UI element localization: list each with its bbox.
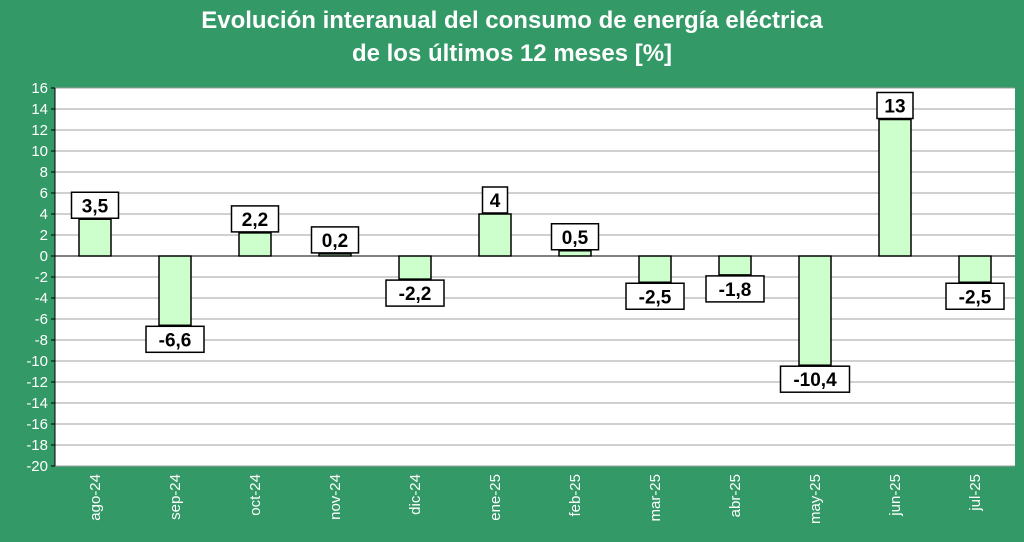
data-label-box bbox=[945, 282, 1005, 310]
y-tick-label: 16 bbox=[31, 80, 48, 97]
x-tick-label: oct-24 bbox=[247, 474, 264, 516]
data-label-jun-25: 13 bbox=[876, 91, 914, 120]
x-tick-label: sep-24 bbox=[167, 474, 184, 520]
chart-title: Evolución interanual del consumo de ener… bbox=[0, 4, 1024, 70]
bar-jun-25 bbox=[878, 118, 912, 257]
data-label-oct-24: 2,2 bbox=[230, 205, 280, 233]
data-label-text: 2,2 bbox=[242, 210, 268, 231]
data-label-abr-25: -1,8 bbox=[705, 275, 765, 303]
data-label-text: -6,6 bbox=[159, 330, 192, 351]
data-label-box bbox=[876, 91, 914, 120]
bar-feb-25 bbox=[558, 250, 592, 257]
y-tick-label: 2 bbox=[40, 227, 48, 244]
y-tick-label: -20 bbox=[26, 458, 48, 475]
data-label-text: 4 bbox=[490, 191, 501, 212]
y-tick-label: -18 bbox=[26, 437, 48, 454]
bar-may-25 bbox=[798, 255, 832, 366]
bar-oct-24 bbox=[238, 232, 272, 257]
data-label-sep-24: -6,6 bbox=[145, 325, 205, 354]
x-tick-label: ene-25 bbox=[487, 474, 504, 521]
data-label-text: -2,5 bbox=[639, 287, 672, 308]
data-label-ene-25: 4 bbox=[481, 186, 509, 214]
x-tick-label: abr-25 bbox=[727, 474, 744, 517]
y-tick-label: 10 bbox=[31, 143, 48, 160]
x-tick-label: may-25 bbox=[807, 474, 824, 524]
data-label-text: -2,5 bbox=[959, 287, 992, 308]
data-label-box bbox=[310, 226, 360, 254]
y-tick-label: -2 bbox=[35, 269, 48, 286]
x-tick-label: jul-25 bbox=[967, 474, 984, 512]
chart-title-line-1: Evolución interanual del consumo de ener… bbox=[201, 7, 823, 34]
data-label-text: 0,5 bbox=[562, 228, 589, 249]
data-label-text: 3,5 bbox=[82, 196, 109, 217]
data-label-box bbox=[145, 325, 205, 354]
data-label-box bbox=[230, 205, 280, 233]
x-tick-label: ago-24 bbox=[87, 474, 104, 521]
data-label-jul-25: -2,5 bbox=[945, 282, 1005, 310]
data-label-box bbox=[481, 186, 509, 214]
data-label-feb-25: 0,5 bbox=[550, 223, 600, 251]
gridlines bbox=[55, 87, 1015, 467]
bar-jul-25 bbox=[958, 255, 992, 283]
data-label-text: 13 bbox=[884, 97, 905, 118]
data-label-ago-24: 3,5 bbox=[70, 191, 120, 219]
bar-sep-24 bbox=[158, 255, 192, 327]
data-label-dic-24: -2,2 bbox=[385, 279, 445, 307]
y-tick-label: 4 bbox=[40, 206, 48, 223]
y-tick-label: 8 bbox=[40, 164, 48, 181]
y-tick-label: 6 bbox=[40, 185, 48, 202]
data-label-text: 0,2 bbox=[322, 231, 348, 252]
chart-title-line-2: de los últimos 12 meses [%] bbox=[351, 40, 673, 67]
data-label-box bbox=[550, 223, 600, 251]
y-tick-label: 12 bbox=[31, 122, 48, 139]
y-tick-label: -12 bbox=[26, 374, 48, 391]
data-labels: 3,5 -6,6 2,2 0,2 -2,2 4 0,5 -2,5 -1,8 -10,4 13 -2,5 bbox=[70, 91, 1005, 393]
data-label-box bbox=[705, 275, 765, 303]
y-tick-label: -6 bbox=[35, 311, 48, 328]
x-tick-label: feb-25 bbox=[567, 474, 584, 517]
bar-ago-24 bbox=[78, 218, 112, 257]
bar-dic-24 bbox=[398, 255, 432, 280]
y-axis: 16 14 12 10 8 6 4 2 0 -2 -4 -6 -8 -10 -12 -14 -16 -18 -20 bbox=[26, 80, 56, 475]
x-axis: ago-24 sep-24 oct-24 nov-24 dic-24 ene-25 feb-… bbox=[87, 474, 984, 524]
y-tick-label: -14 bbox=[26, 395, 48, 412]
bar-abr-25 bbox=[718, 255, 752, 276]
data-label-may-25: -10,4 bbox=[779, 365, 851, 393]
data-label-box bbox=[70, 191, 120, 219]
data-label-box bbox=[625, 282, 685, 310]
y-tick-label: 14 bbox=[31, 101, 48, 118]
data-label-mar-25: -2,5 bbox=[625, 282, 685, 310]
y-tick-label: -10 bbox=[26, 353, 48, 370]
data-label-text: -1,8 bbox=[719, 280, 752, 301]
y-tick-label: 0 bbox=[40, 248, 48, 265]
x-tick-label: nov-24 bbox=[327, 474, 344, 520]
bars bbox=[78, 118, 992, 366]
data-label-box bbox=[385, 279, 445, 307]
x-tick-label: jun-25 bbox=[887, 474, 904, 517]
y-tick-label: -4 bbox=[35, 290, 48, 307]
bar-mar-25 bbox=[638, 255, 672, 283]
y-tick-label: -16 bbox=[26, 416, 48, 433]
x-tick-label: mar-25 bbox=[647, 474, 664, 522]
data-label-text: -2,2 bbox=[399, 284, 432, 305]
data-label-nov-24: 0,2 bbox=[310, 226, 360, 254]
y-tick-label: -8 bbox=[35, 332, 48, 349]
data-label-box bbox=[779, 365, 851, 393]
x-tick-label: dic-24 bbox=[407, 474, 424, 515]
bar-ene-25 bbox=[478, 213, 512, 257]
data-label-text: -10,4 bbox=[793, 370, 837, 391]
